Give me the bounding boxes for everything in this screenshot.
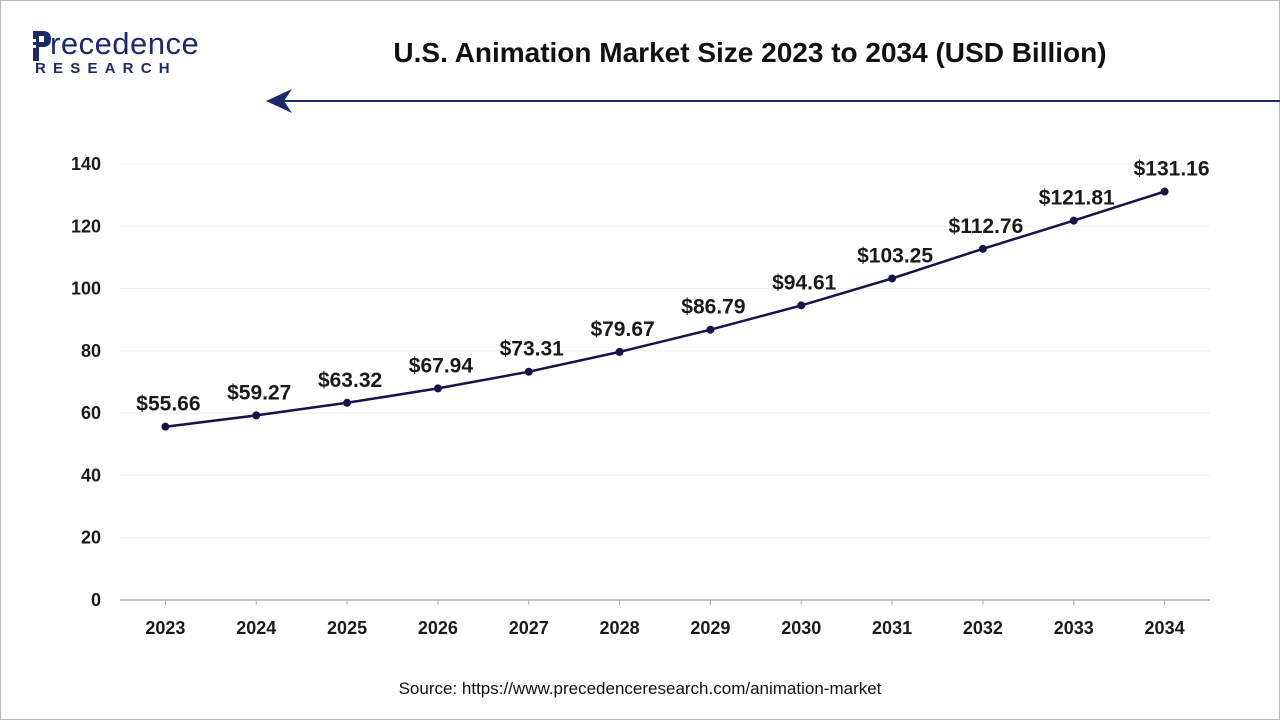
y-tick-label: 60 <box>81 403 101 423</box>
logo-wordmark: recedence <box>50 26 200 61</box>
data-point <box>615 347 624 356</box>
data-label: $59.27 <box>227 381 291 404</box>
precedence-research-logo: recedence RESEARCH <box>30 26 230 82</box>
x-tick-label: 2024 <box>236 618 276 638</box>
x-tick-label: 2031 <box>872 618 912 638</box>
y-tick-label: 40 <box>81 465 101 485</box>
data-point <box>1160 187 1169 196</box>
x-tick-label: 2027 <box>509 618 549 638</box>
logo-p-icon <box>30 31 51 61</box>
data-label: $86.79 <box>681 296 745 319</box>
data-point <box>524 367 533 376</box>
data-point <box>978 244 987 253</box>
data-point <box>343 398 352 407</box>
data-label: $63.32 <box>318 369 382 392</box>
source-note: Source: https://www.precedenceresearch.c… <box>398 679 882 698</box>
data-label: $73.31 <box>500 338 565 361</box>
data-point <box>252 411 261 420</box>
y-tick-label: 20 <box>81 528 101 548</box>
data-point <box>706 325 715 334</box>
data-point <box>433 384 442 393</box>
y-tick-label: 80 <box>81 341 101 361</box>
data-point <box>797 301 806 310</box>
x-tick-label: 2025 <box>327 618 367 638</box>
x-tick-label: 2023 <box>145 618 185 638</box>
x-tick-label: 2033 <box>1054 618 1094 638</box>
data-point <box>1069 216 1078 225</box>
header-arrow <box>266 89 1280 113</box>
data-label: $112.76 <box>949 215 1024 238</box>
y-tick-label: 100 <box>71 279 101 299</box>
chart-title: U.S. Animation Market Size 2023 to 2034 … <box>393 37 1107 68</box>
y-tick-label: 140 <box>71 154 101 174</box>
x-tick-label: 2032 <box>963 618 1003 638</box>
x-tick-label: 2028 <box>600 618 640 638</box>
data-label: $79.67 <box>590 318 654 341</box>
data-label: $131.16 <box>1134 158 1210 181</box>
data-label: $67.94 <box>409 354 474 377</box>
x-tick-label: 2034 <box>1145 618 1185 638</box>
x-tick-label: 2030 <box>781 618 821 638</box>
data-label: $55.66 <box>136 393 200 416</box>
data-point <box>161 422 170 431</box>
data-label: $103.25 <box>857 244 933 267</box>
y-tick-label: 0 <box>91 590 101 610</box>
y-tick-label: 120 <box>71 216 101 236</box>
logo-subtitle: RESEARCH <box>35 60 177 77</box>
data-label: $94.61 <box>772 271 837 294</box>
data-label: $121.81 <box>1039 187 1115 210</box>
x-tick-label: 2029 <box>690 618 730 638</box>
arrow-left-icon <box>266 89 292 113</box>
data-point <box>888 274 897 283</box>
series-line <box>165 190 1165 428</box>
x-tick-label: 2026 <box>418 618 458 638</box>
